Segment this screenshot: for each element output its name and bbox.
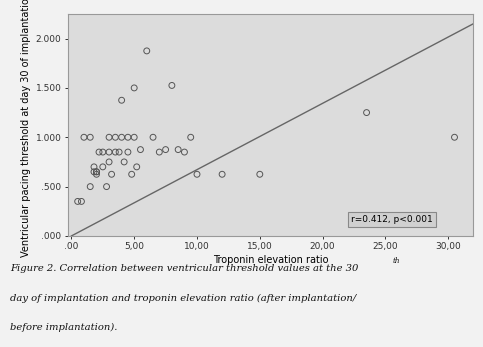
Point [124,135,132,140]
Point [78,198,85,204]
Point [174,147,182,152]
Y-axis label: Ventricular pacing threshold at day 30 of implantation: Ventricular pacing threshold at day 30 o… [21,0,31,257]
Point [130,135,138,140]
Point [118,135,126,140]
Point [187,135,195,140]
Point [118,98,126,103]
Point [93,171,100,177]
Point [93,169,100,175]
Point [112,149,119,155]
Point [105,149,113,155]
Point [168,83,176,88]
Point [95,149,103,155]
Point [256,171,264,177]
Text: day of implantation and troponin elevation ratio (after implantation/: day of implantation and troponin elevati… [10,294,356,303]
Point [108,171,115,177]
Point [137,147,144,152]
Point [112,135,119,140]
Point [90,164,98,170]
Text: r=0.412, p<0.001: r=0.412, p<0.001 [351,215,433,224]
Point [193,171,201,177]
Point [86,184,94,189]
Point [124,149,132,155]
Point [99,149,107,155]
Point [74,198,82,204]
X-axis label: Troponin elevation ratio: Troponin elevation ratio [213,255,328,265]
Point [451,135,458,140]
Point [149,135,157,140]
Point [156,149,163,155]
Point [90,169,98,175]
Point [181,149,188,155]
Point [105,159,113,165]
Point [103,184,111,189]
Point [128,171,136,177]
Point [105,135,113,140]
Point [80,135,88,140]
Point [218,171,226,177]
Text: th: th [392,257,400,265]
Point [115,149,123,155]
Point [99,164,107,170]
Point [363,110,370,115]
Text: Figure 2. Correlation between ventricular threshold values at the 30: Figure 2. Correlation between ventricula… [10,264,358,273]
Point [162,147,170,152]
Point [130,85,138,91]
Point [86,135,94,140]
Point [120,159,128,165]
Point [93,169,100,175]
Text: before implantation).: before implantation). [10,323,117,332]
Point [133,164,141,170]
Point [143,48,151,54]
